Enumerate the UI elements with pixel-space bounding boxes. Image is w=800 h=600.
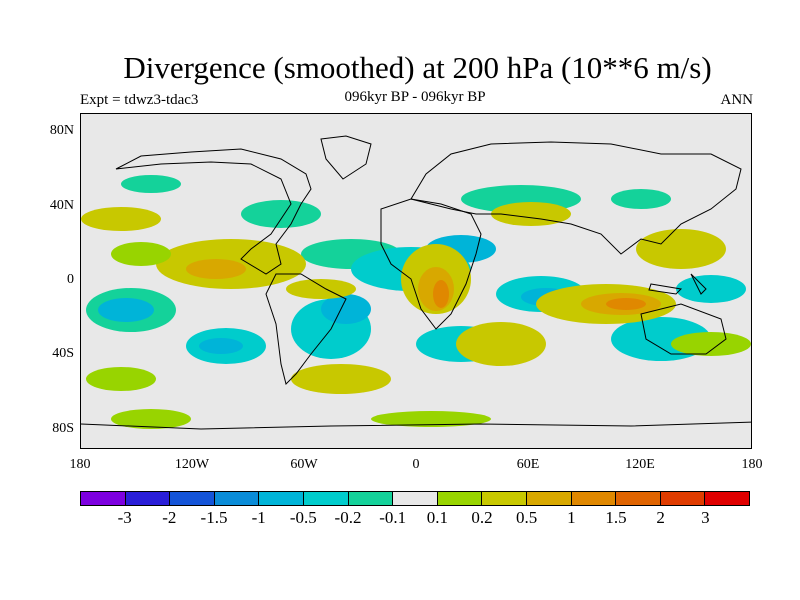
colorbar-label: -0.5 [289,508,317,527]
lat-tick-80n: 80N [49,123,74,138]
colorbar-swatch [393,492,438,505]
colorbar [80,491,750,506]
lon-tick-60w: 60W [290,457,318,472]
lon-tick-180w: 180 [69,457,91,472]
lat-tick-40s: 40S [52,346,74,361]
colorbar-swatch [660,492,706,505]
colorbar-swatch [705,492,749,505]
colorbar-label: -3 [117,508,132,527]
colorbar-label: 3 [701,508,710,527]
lon-tick-120e: 120E [625,457,655,472]
colorbar-label: 0.5 [516,508,538,527]
colorbar-label: -1.5 [200,508,228,527]
colorbar-label: 1 [567,508,576,527]
season-label: ANN [720,92,754,108]
colorbar-swatch [259,492,304,505]
colorbar-swatch [125,492,171,505]
lon-tick-180e: 180 [741,457,763,472]
colorbar-swatch [170,492,215,505]
lat-tick-80s: 80S [52,421,74,436]
colorbar-swatch [303,492,349,505]
period-label: 096kyr BP - 096kyr BP [344,89,486,105]
divergence-field [81,135,751,430]
colorbar-swatch [348,492,394,505]
colorbar-label: 2 [656,508,665,527]
colorbar-swatch [437,492,483,505]
colorbar-label: -1 [251,508,266,527]
colorbar-swatch [482,492,527,505]
lat-tick-40n: 40N [49,198,74,213]
lon-tick-0: 0 [412,457,420,472]
coastlines [81,135,751,430]
colorbar-label: -0.2 [334,508,362,527]
map-plot [80,113,752,449]
lon-tick-60e: 60E [516,457,540,472]
colorbar-swatch [571,492,617,505]
colorbar-label: -0.1 [379,508,407,527]
colorbar-swatch [81,492,126,505]
colorbar-swatch [616,492,661,505]
colorbar-label: -2 [162,508,177,527]
colorbar-swatch [214,492,260,505]
lat-tick-0: 0 [67,272,74,287]
colorbar-label: 0.2 [471,508,493,527]
colorbar-label: 0.1 [426,508,448,527]
colorbar-swatch [526,492,572,505]
lon-tick-120w: 120W [174,457,210,472]
experiment-label: Expt = tdwz3-tdac3 [80,92,199,108]
colorbar-label: 1.5 [605,508,627,527]
map-title: Divergence (smoothed) at 200 hPa (10**6 … [123,50,712,85]
divergence-regions [81,202,751,394]
